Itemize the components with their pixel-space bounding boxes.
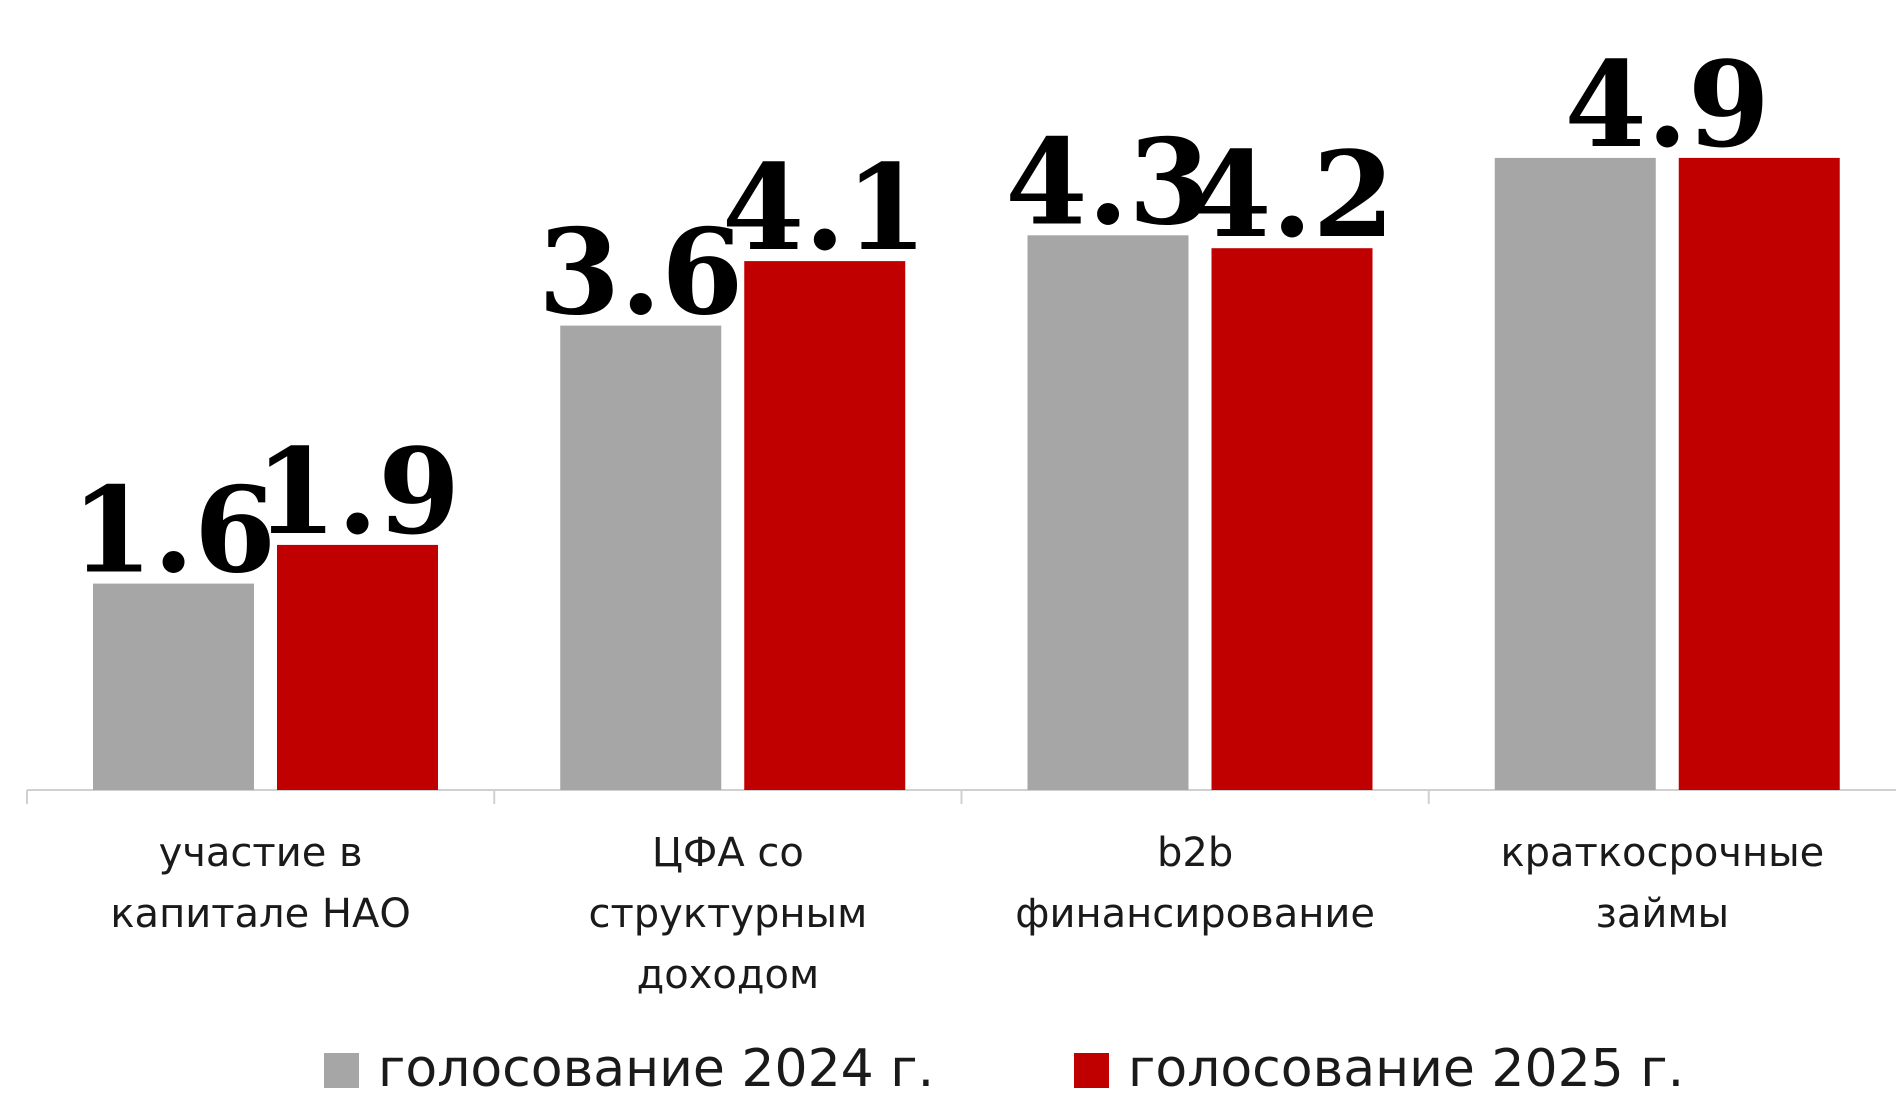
x-tick-label: участие в капитале НАО bbox=[110, 830, 410, 937]
bar bbox=[1211, 248, 1373, 790]
value-label: 4.1 bbox=[722, 138, 927, 277]
bar bbox=[1678, 157, 1840, 790]
x-tick-label: b2b финансирование bbox=[1015, 830, 1375, 937]
bar bbox=[93, 583, 254, 790]
bar bbox=[560, 325, 722, 790]
value-label: 4.9 bbox=[1565, 35, 1770, 174]
x-tick-label: ЦФА со структурным доходом bbox=[588, 830, 867, 998]
bar bbox=[1494, 157, 1656, 790]
value-label: 1.9 bbox=[255, 422, 460, 561]
bar bbox=[744, 261, 906, 791]
legend-label: голосование 2025 г. bbox=[1128, 1039, 1684, 1096]
bar bbox=[1027, 235, 1189, 791]
value-label: 3.6 bbox=[538, 203, 743, 342]
legend-swatch bbox=[324, 1053, 359, 1088]
value-label: 1.6 bbox=[71, 461, 276, 600]
bar bbox=[277, 544, 438, 790]
x-tick-label: краткосрочные займы bbox=[1500, 830, 1824, 937]
value-label: 4.2 bbox=[1189, 125, 1394, 264]
value-label: 4.3 bbox=[1005, 112, 1210, 251]
legend-label: голосование 2024 г. bbox=[378, 1039, 934, 1096]
legend-swatch bbox=[1074, 1053, 1109, 1088]
